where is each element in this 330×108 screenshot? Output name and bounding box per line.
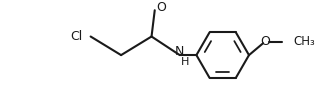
Text: O: O <box>156 1 166 14</box>
Text: H: H <box>181 57 190 67</box>
Text: CH₃: CH₃ <box>293 35 314 48</box>
Text: Cl: Cl <box>70 30 82 43</box>
Text: N: N <box>175 45 184 58</box>
Text: O: O <box>260 35 270 48</box>
